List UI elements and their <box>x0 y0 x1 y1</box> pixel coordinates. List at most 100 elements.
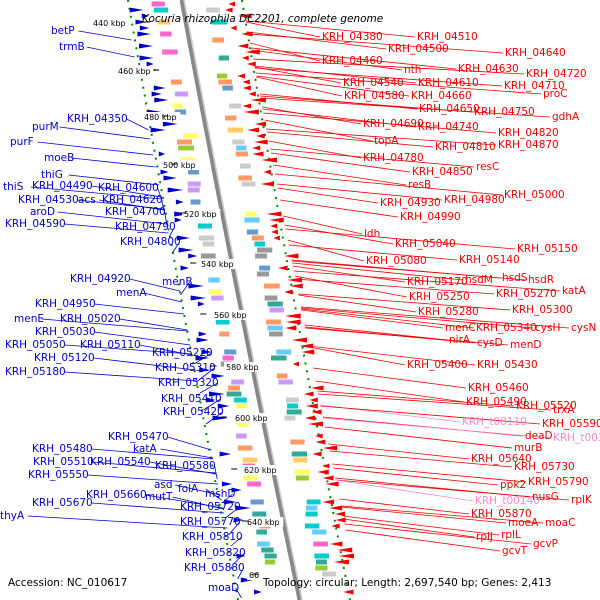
right-connector-line <box>300 306 570 329</box>
gene-category-block <box>225 115 237 121</box>
right-gene-label: moeA <box>508 517 539 529</box>
right-connector-line <box>270 152 411 173</box>
left-gene-labels: betP trmB KRH_04350 purM purF moeB thiGKRH_044… <box>0 25 246 594</box>
kbp-label-background <box>116 66 155 76</box>
right-gene-label: cysH <box>535 322 560 334</box>
kbp-tick-label: 580 kbp <box>226 363 259 372</box>
left-strand-gene-arrow <box>137 31 151 37</box>
right-strand-gene-arrow <box>322 499 335 505</box>
left-gene-label: KRH_05670 <box>32 497 93 509</box>
left-strand-gene-arrow <box>139 55 154 61</box>
gene-category-block <box>232 139 245 145</box>
kbp-tick-label: 460 kbp <box>118 67 151 76</box>
gene-category-block <box>224 349 237 355</box>
right-strand-gene-arrow <box>248 91 256 97</box>
gene-category-block <box>208 289 222 295</box>
gene-category-block <box>276 349 291 355</box>
right-strand-gene-arrow <box>261 157 278 163</box>
right-gene-label: KRH_04990 <box>400 211 461 223</box>
gene-category-block <box>264 553 277 559</box>
gene-category-block <box>294 469 310 475</box>
kbp-label-background <box>212 310 251 320</box>
topology-label: Topology: circular; Length: 2,697,540 bp… <box>262 577 551 589</box>
left-strand-gene-arrow <box>197 301 205 307</box>
left-strand-gene-arrow <box>233 517 244 523</box>
right-connector-line <box>295 278 495 295</box>
right-gene-label: KRH_04720 <box>526 68 587 80</box>
gene-category-block <box>235 403 248 409</box>
right-connector-line <box>256 76 343 97</box>
right-connector-line <box>268 140 362 159</box>
right-gene-label: KRH_05430 <box>477 359 538 371</box>
right-gene-label: murB <box>514 442 542 454</box>
gene-category-block <box>231 379 244 385</box>
right-gene-label: ldh <box>364 228 380 240</box>
left-strand-gene-arrow <box>208 391 225 397</box>
right-connector-line <box>328 443 470 460</box>
accession-label: Accession: NC_010617 <box>8 577 127 589</box>
left-strand-gene-arrow <box>190 295 207 301</box>
left-connector-line <box>145 494 224 509</box>
left-gene-label: KRH_05470 <box>108 431 169 443</box>
gene-category-block <box>227 127 243 133</box>
right-connector-line <box>301 309 444 329</box>
gene-category-block <box>187 187 200 193</box>
gene-category-block <box>269 307 284 313</box>
right-strand-gene-arrow <box>315 439 326 445</box>
left-connector-line <box>205 488 222 501</box>
left-strand-gene-arrow <box>199 367 211 373</box>
left-gene-label: KRH_05510 <box>33 456 94 468</box>
gene-category-block <box>256 271 270 277</box>
right-gene-label: KRH_04650 <box>419 103 480 115</box>
left-gene-label: KRH_05580 <box>155 460 216 472</box>
gene-category-block <box>286 409 302 415</box>
right-gene-label: resB <box>408 179 431 191</box>
left-connector-line <box>64 223 169 234</box>
right-gene-label: gdhA <box>552 111 580 123</box>
gene-category-block <box>234 397 247 403</box>
gene-category-block <box>316 559 327 565</box>
right-strand-gene-arrow <box>330 541 343 547</box>
right-connector-line <box>254 65 417 84</box>
right-gene-label: KRH_05490 <box>466 396 527 408</box>
right-strand-gene-arrow <box>338 553 354 559</box>
right-strand-gene-arrow <box>256 133 265 139</box>
right-gene-label: KRH_05790 <box>528 476 589 488</box>
right-strand-gene-arrow <box>252 151 264 157</box>
right-strand-gene-arrow <box>291 337 308 343</box>
left-strand-gene-arrow <box>206 397 216 403</box>
right-strand-gene-arrow <box>237 13 252 19</box>
left-connector-line <box>164 211 168 226</box>
left-connector-line <box>64 371 198 382</box>
right-gene-label: KRH_05080 <box>366 255 427 267</box>
right-strand-gene-arrow <box>252 145 261 151</box>
right-strand-gene-arrow <box>260 181 274 187</box>
gene-category-block <box>158 19 171 25</box>
right-gene-label: KRH_04660 <box>411 90 472 102</box>
left-connector-line <box>228 521 240 536</box>
left-gene-label: KRH_05720 <box>180 501 241 513</box>
gene-category-block <box>296 475 309 481</box>
gene-category-block <box>239 163 251 169</box>
left-strand-gene-arrow <box>201 349 213 355</box>
kbp-tick-label: 540 kbp <box>201 260 234 269</box>
left-connector-line <box>91 502 225 514</box>
gene-category-block <box>256 247 273 253</box>
right-strand-gene-arrow <box>304 391 314 397</box>
right-gene-label: KRH_t00140 <box>475 495 540 507</box>
right-connector-line <box>264 119 373 142</box>
right-gene-label: KRH_04740 <box>418 121 479 133</box>
left-connector-line <box>27 515 228 529</box>
right-gene-label: hsdR <box>528 274 554 286</box>
right-strand-gene-arrow <box>254 121 266 127</box>
right-connector-line <box>260 97 551 118</box>
kbp-tick-labels: 440 kbp 460 kbp 480 kbp 500 kbp 520 kbp 540 k… <box>91 18 284 580</box>
left-gene-label: purM <box>32 121 59 133</box>
right-strand-gene-arrow <box>273 235 280 241</box>
left-connector-line <box>64 344 193 355</box>
gene-category-block <box>174 91 189 97</box>
right-connector-line <box>345 529 501 552</box>
right-connector-line <box>277 187 379 204</box>
right-connector-line <box>308 345 476 366</box>
gene-category-block <box>211 295 224 301</box>
